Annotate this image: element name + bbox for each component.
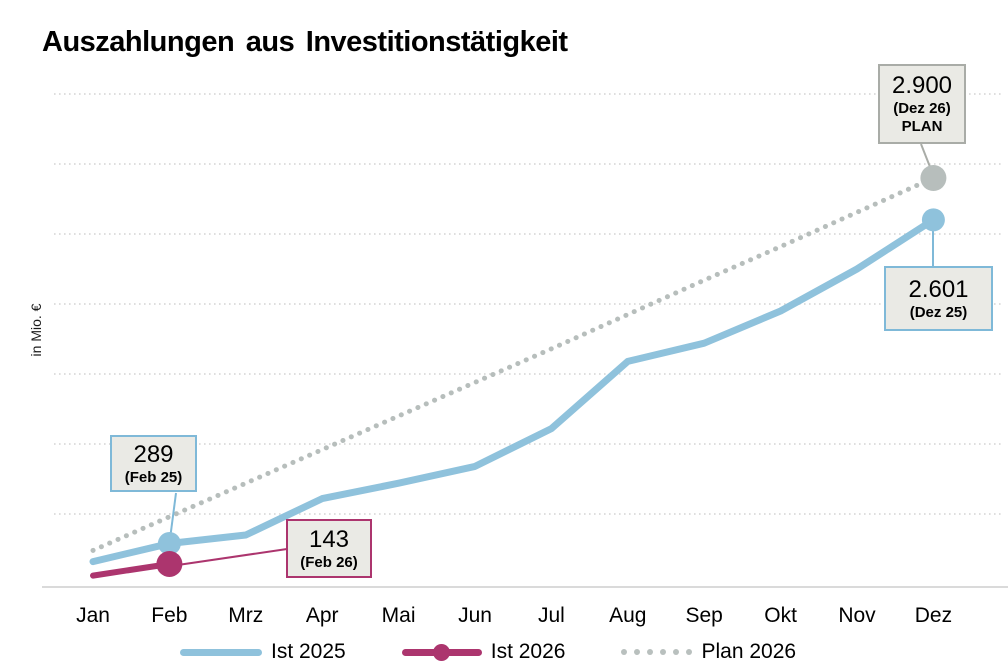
x-axis-label: Jul [538,604,565,627]
callout-feb25-label: (Feb 25) [124,468,183,486]
callout-dez25: 2.601 (Dez 25) [884,266,993,331]
callout-connector [169,492,177,540]
legend-line-sample-ist-2025 [180,648,262,656]
legend-dotted-sample-plan-2026 [621,649,693,655]
legend-item-plan-2026: Plan 2026 [621,640,796,664]
series-line-ist-2025 [89,216,937,566]
callout-dez25-label: (Dez 25) [909,303,968,321]
x-axis-label: Nov [838,604,876,627]
x-axis-label: Apr [306,604,339,627]
x-axis-label: Okt [764,604,797,627]
data-point-marker [920,165,947,191]
legend-label-ist-2025: Ist 2025 [271,640,346,663]
callout-dez26-plan-label: PLAN [901,118,943,136]
legend-item-ist-2025: Ist 2025 [180,640,346,664]
callout-connector [170,548,288,567]
data-point-marker [921,208,945,232]
x-axis-label: Mrz [228,604,263,627]
series-line-plan-2026 [90,175,936,553]
x-axis-label: Sep [686,604,723,627]
legend-item-ist-2026: Ist 2026 [401,640,566,664]
chart-legend: Ist 2025 Ist 2026 Plan 2026 [180,638,796,666]
x-axis-label: Jun [458,604,492,627]
callout-dez26-label: (Dez 26) [893,100,951,118]
chart-title: Auszahlungen aus Investitionstätigkeit [42,26,568,58]
data-point-marker [157,532,181,556]
y-axis-title: in Mio. € [28,303,44,357]
callout-dez26-value: 2.900 [891,72,953,100]
callout-feb25: 289 (Feb 25) [110,435,197,492]
legend-label-ist-2026: Ist 2026 [490,640,566,663]
legend-line-sample-ist-2026 [401,643,482,661]
x-axis-label: Jan [76,604,110,627]
legend-marker-dot [432,643,450,661]
legend-label-plan-2026: Plan 2026 [701,640,797,663]
data-point-marker [156,550,183,577]
x-axis-label: Feb [151,604,187,627]
callout-feb25-value: 289 [133,440,174,468]
callout-feb26-value: 143 [308,525,350,553]
callout-feb26: 143 (Feb 26) [286,519,372,578]
callout-dez26: 2.900 (Dez 26) PLAN [878,64,966,144]
x-axis-label: Dez [915,604,952,627]
callout-feb26-label: (Feb 26) [300,553,358,571]
x-axis-label: Mai [382,604,416,627]
callout-dez25-value: 2.601 [908,275,969,303]
x-axis-label: Aug [609,604,646,627]
